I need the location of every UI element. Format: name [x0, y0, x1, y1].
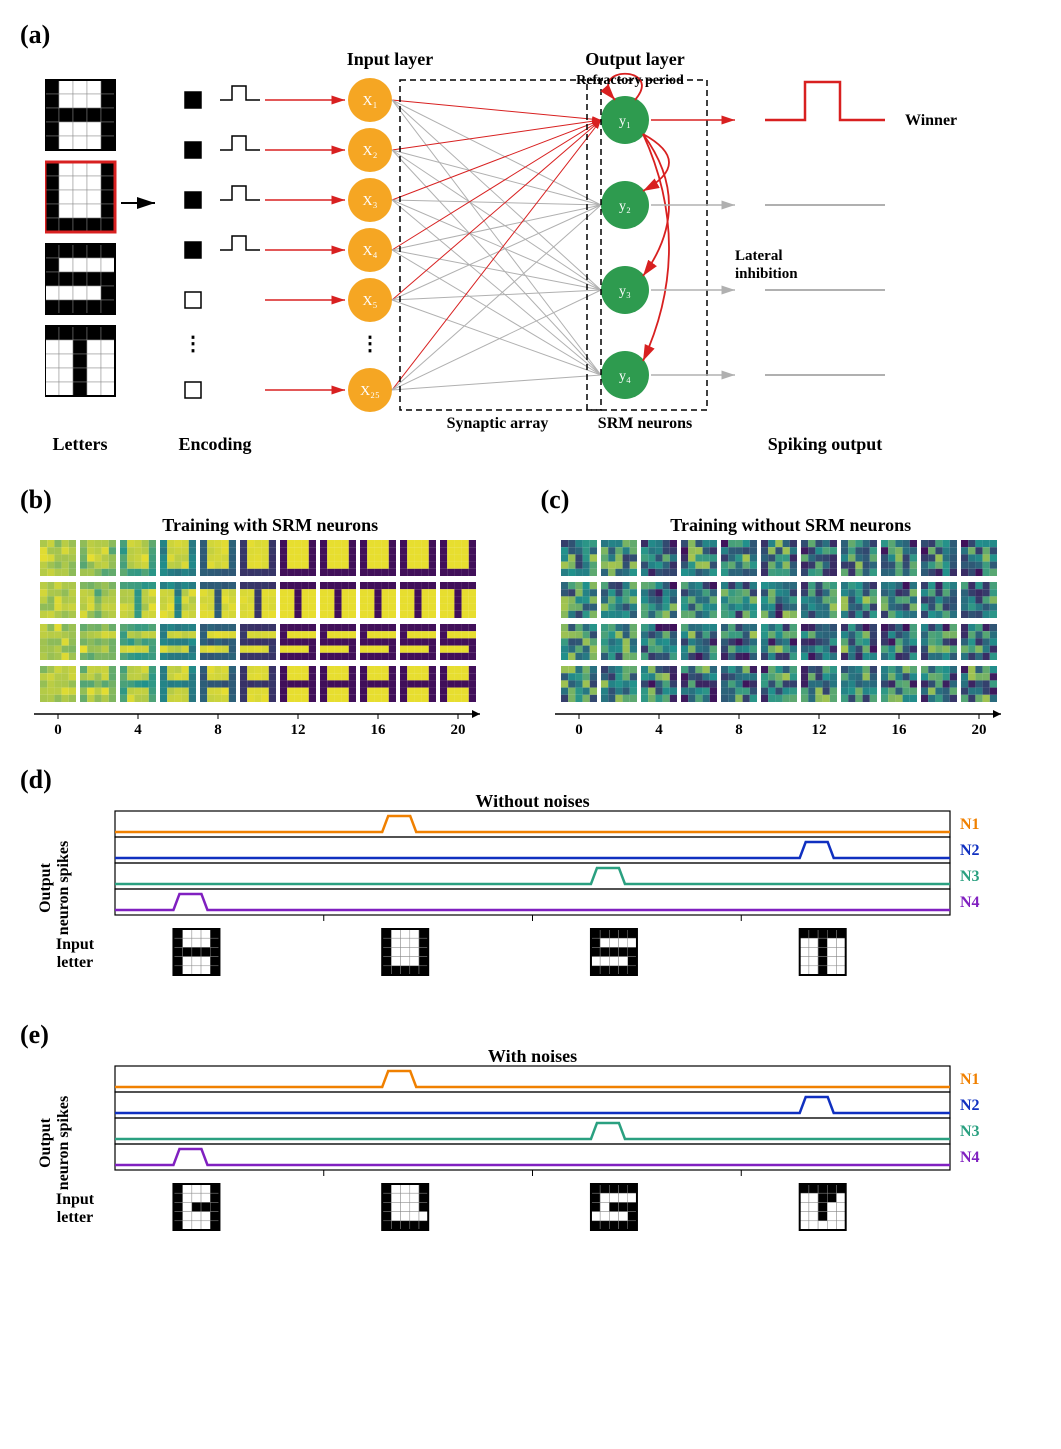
svg-text:Input: Input — [56, 1191, 95, 1208]
svg-text:With noises: With noises — [488, 1050, 577, 1066]
svg-text:y₃: y₃ — [619, 284, 631, 299]
svg-text:X₁: X₁ — [363, 94, 378, 109]
panel-d-svg: Without noises Outputneuron spikes N1 N2 N3 N… — [20, 795, 1020, 995]
svg-text:letter: letter — [57, 954, 93, 971]
panel-c-svg: 0 4 8 12 16 20 Epoch (#) — [541, 540, 1031, 740]
svg-text:X₄: X₄ — [363, 244, 378, 259]
svg-text:16: 16 — [371, 722, 387, 738]
svg-text:X₂₅: X₂₅ — [360, 384, 380, 399]
svg-text:neuron spikes: neuron spikes — [55, 1096, 72, 1190]
svg-text:N2: N2 — [960, 842, 980, 859]
panel-a: (a) Input layer Output layer Letters ⋮ Encod… — [20, 20, 1041, 475]
svg-text:Input layer: Input layer — [347, 50, 434, 69]
panel-c: (c) Training without SRM neurons 0 4 8 12 16… — [541, 485, 1042, 745]
svg-text:SRM neurons: SRM neurons — [598, 415, 692, 432]
svg-text:X₅: X₅ — [363, 294, 378, 309]
svg-text:4: 4 — [134, 722, 142, 738]
svg-text:N3: N3 — [960, 1123, 980, 1140]
panel-e-label: (e) — [20, 1020, 49, 1049]
svg-text:Lateral: Lateral — [735, 248, 782, 264]
svg-text:y₄: y₄ — [619, 369, 631, 384]
svg-text:Spiking output: Spiking output — [768, 434, 883, 454]
panel-c-title: Training without SRM neurons — [541, 515, 1042, 536]
svg-text:20: 20 — [971, 722, 986, 738]
svg-text:Epoch (#): Epoch (#) — [745, 739, 815, 740]
svg-text:12: 12 — [811, 722, 826, 738]
svg-text:N4: N4 — [960, 894, 980, 911]
panel-b-svg: 0 4 8 12 16 20 Epoch (#) — [20, 540, 510, 740]
svg-text:N1: N1 — [960, 1071, 980, 1088]
svg-text:X₃: X₃ — [363, 194, 378, 209]
svg-text:neuron spikes: neuron spikes — [55, 841, 72, 935]
svg-text:0: 0 — [575, 722, 583, 738]
svg-text:Output: Output — [37, 1117, 54, 1167]
panel-c-label: (c) — [541, 485, 570, 514]
svg-text:⋮: ⋮ — [360, 333, 380, 355]
svg-text:⋮: ⋮ — [183, 333, 203, 355]
svg-text:Input: Input — [56, 936, 95, 953]
panel-d: (d) Without noises Outputneuron spikes N1 N… — [20, 765, 1041, 1000]
svg-text:Output: Output — [37, 862, 54, 912]
svg-text:Encoding: Encoding — [178, 434, 251, 454]
svg-text:y₁: y₁ — [619, 114, 631, 129]
svg-text:Synaptic array: Synaptic array — [447, 415, 549, 432]
panel-b-title: Training with SRM neurons — [20, 515, 521, 536]
svg-text:Letters: Letters — [53, 434, 108, 454]
panel-a-label: (a) — [20, 20, 50, 49]
svg-text:Output layer: Output layer — [585, 50, 685, 69]
svg-text:letter: letter — [57, 1209, 93, 1226]
svg-text:N2: N2 — [960, 1097, 980, 1114]
panel-e-svg: With noises Outputneuron spikes N1 N2 N3 N4 In… — [20, 1050, 1020, 1250]
svg-text:4: 4 — [655, 722, 663, 738]
svg-text:inhibition: inhibition — [735, 266, 798, 282]
panel-b-label: (b) — [20, 485, 52, 514]
svg-text:Without noises: Without noises — [475, 795, 589, 811]
svg-text:N1: N1 — [960, 816, 980, 833]
svg-text:Winner: Winner — [905, 112, 957, 129]
panel-b: (b) Training with SRM neurons 0 4 8 12 16 20 E… — [20, 485, 521, 745]
svg-text:20: 20 — [451, 722, 466, 738]
svg-text:N4: N4 — [960, 1149, 980, 1166]
svg-text:y₂: y₂ — [619, 199, 631, 214]
svg-text:8: 8 — [214, 722, 222, 738]
panel-e: (e) With noises Outputneuron spikes N1 N2 N3… — [20, 1020, 1041, 1255]
svg-text:8: 8 — [735, 722, 743, 738]
svg-text:X₂: X₂ — [363, 144, 378, 159]
svg-text:0: 0 — [54, 722, 62, 738]
svg-text:Epoch (#): Epoch (#) — [225, 739, 295, 740]
svg-text:12: 12 — [291, 722, 306, 738]
svg-text:N3: N3 — [960, 868, 980, 885]
svg-text:16: 16 — [891, 722, 907, 738]
panel-a-svg: Input layer Output layer Letters ⋮ Encoding X… — [45, 50, 1025, 470]
panel-d-label: (d) — [20, 765, 52, 794]
svg-text:Refractory period: Refractory period — [576, 73, 684, 88]
